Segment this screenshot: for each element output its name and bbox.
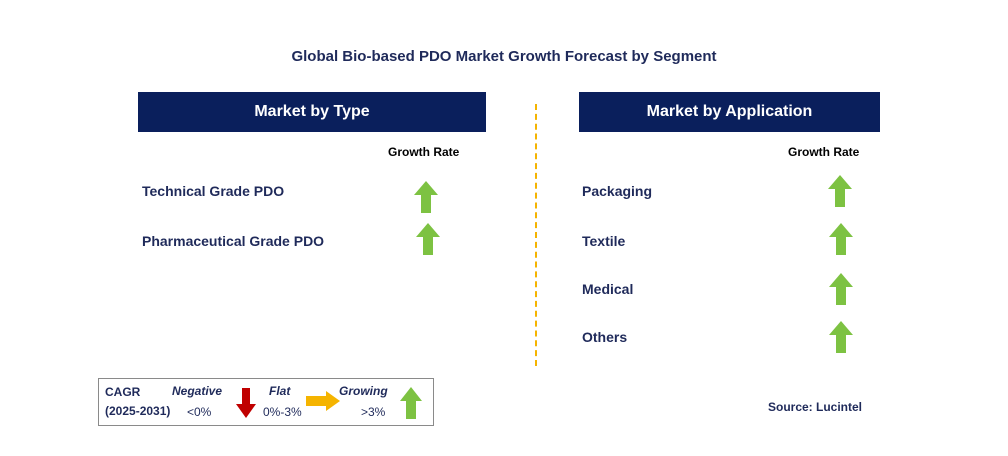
segment-label: Others [582, 329, 628, 345]
chart-title: Global Bio-based PDO Market Growth Forec… [291, 48, 717, 65]
legend-growing-label: Growing [339, 384, 388, 398]
panel-divider [535, 104, 537, 366]
growth-up-arrow-icon [829, 273, 853, 305]
growing-up-arrow-icon [400, 387, 422, 419]
source-label: Source: Lucintel [768, 400, 863, 414]
negative-down-arrow-icon [236, 388, 256, 418]
segment-label: Medical [582, 281, 634, 297]
legend-flat-range: 0%-3% [263, 405, 302, 419]
growth-up-arrow-icon [829, 321, 853, 353]
legend-cagr-label: CAGR [105, 385, 141, 399]
legend-flat-label: Flat [269, 384, 291, 398]
growth-up-arrow-icon [829, 223, 853, 255]
growth-up-arrow-icon [828, 175, 852, 207]
flat-right-arrow-icon [306, 391, 340, 411]
segment-label: Technical Grade PDO [142, 183, 285, 199]
growth-up-arrow-icon [414, 181, 438, 213]
market-by-application-header: Market by Application [579, 92, 880, 132]
cagr-legend: CAGR (2025-2031) Negative <0% Flat 0%-3%… [98, 378, 434, 426]
legend-negative-range: <0% [187, 405, 212, 419]
segment-label: Pharmaceutical Grade PDO [142, 233, 325, 249]
segment-label: Textile [582, 233, 626, 249]
growth-rate-label-application: Growth Rate [788, 145, 860, 159]
growth-rate-label-type: Growth Rate [388, 145, 460, 159]
market-by-type-header: Market by Type [138, 92, 486, 132]
legend-growing-range: >3% [361, 405, 386, 419]
legend-period: (2025-2031) [105, 404, 171, 418]
growth-up-arrow-icon [416, 223, 440, 255]
segment-label: Packaging [582, 183, 653, 199]
legend-negative-label: Negative [172, 384, 223, 398]
